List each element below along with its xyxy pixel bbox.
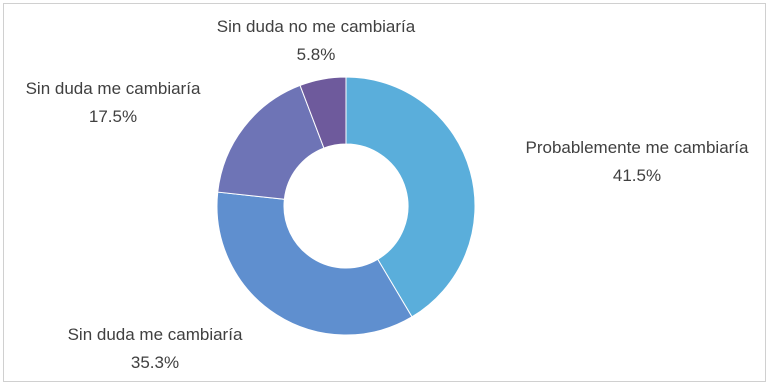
slice-value-2: 17.5% xyxy=(89,107,137,126)
slice-label-3: Sin duda no me cambiaría xyxy=(217,17,416,36)
slice-label-2: Sin duda me cambiaría xyxy=(26,79,201,98)
donut-slices xyxy=(216,76,476,336)
slice-value-1: 35.3% xyxy=(131,353,179,372)
slice-label-0: Probablemente me cambiaría xyxy=(525,138,749,157)
donut-slice-0 xyxy=(345,76,476,318)
slice-label-1: Sin duda me cambiaría xyxy=(68,325,243,344)
donut-slice-3 xyxy=(299,76,347,149)
slice-value-3: 5.8% xyxy=(297,45,336,64)
donut-slice-1 xyxy=(216,191,413,336)
slice-value-0: 41.5% xyxy=(613,166,661,185)
